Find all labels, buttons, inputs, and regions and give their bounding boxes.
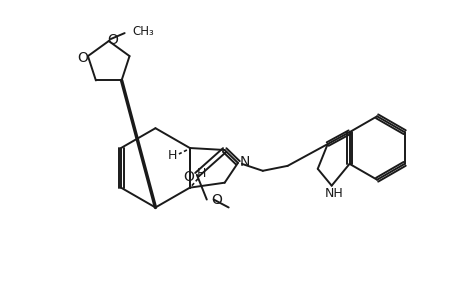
Text: O: O [210, 193, 221, 206]
Text: CH₃: CH₃ [132, 25, 154, 38]
Text: O: O [78, 51, 88, 65]
Text: O: O [107, 33, 118, 47]
Text: H: H [167, 149, 176, 162]
Text: NH: NH [324, 187, 342, 200]
Text: O: O [183, 170, 194, 184]
Text: N: N [240, 155, 250, 169]
Text: H: H [197, 167, 206, 180]
